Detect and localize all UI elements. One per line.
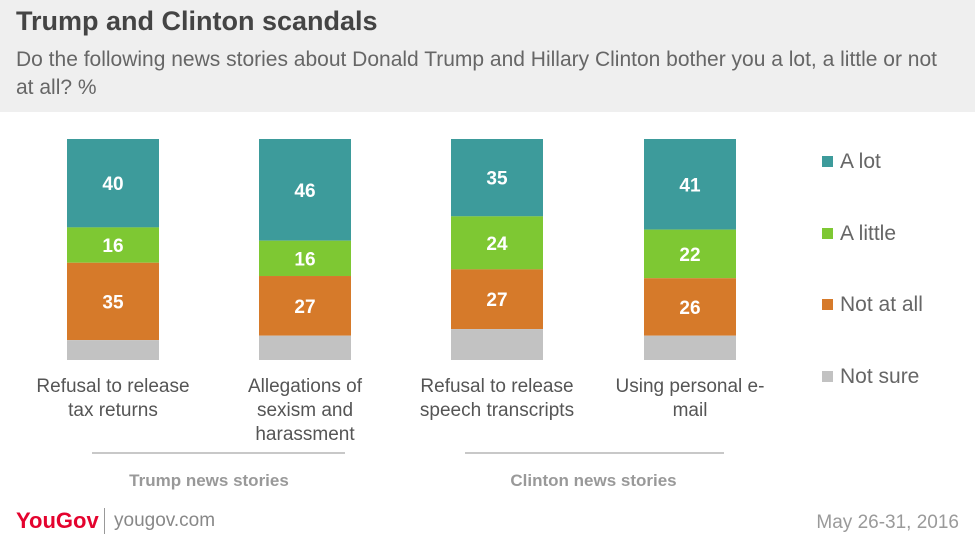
- bar-segment: [259, 335, 351, 360]
- bar-value-label: 16: [102, 236, 123, 257]
- bar-segment: [644, 278, 736, 336]
- category-label: sexism and: [257, 400, 353, 421]
- legend-swatch: [822, 371, 833, 382]
- footer-separator: [104, 508, 105, 534]
- legend-swatch: [822, 156, 833, 167]
- legend-label: Not sure: [840, 365, 919, 388]
- bar-value-label: 24: [486, 234, 508, 255]
- bar-value-label: 46: [294, 181, 315, 202]
- stacked-bar-chart: 40 16 35 Refusal to release tax returns 46 16 2…: [36, 139, 923, 490]
- category-label: Refusal to release: [420, 376, 573, 397]
- category-label: Allegations of: [248, 376, 363, 397]
- bar-segment: [451, 269, 543, 330]
- bar-segment: [644, 335, 736, 360]
- group-label: Clinton news stories: [510, 471, 676, 490]
- bar-segment: [67, 139, 159, 228]
- footer-site: yougov.com: [114, 510, 216, 531]
- bar-segment: [259, 240, 351, 277]
- legend-swatch: [822, 228, 833, 239]
- bar-value-label: 27: [294, 297, 315, 318]
- category-label: mail: [673, 400, 708, 421]
- bar-segment: [259, 276, 351, 336]
- header-band: Trump and Clinton scandals Do the follow…: [0, 0, 975, 112]
- bar-segment: [67, 227, 159, 263]
- category-label: speech transcripts: [420, 400, 574, 421]
- bar-segment: [644, 229, 736, 279]
- bar-segment: [451, 329, 543, 360]
- bar-value-label: 16: [294, 249, 315, 270]
- legend-swatch: [822, 299, 833, 310]
- category-label: tax returns: [68, 400, 158, 421]
- category-label: harassment: [255, 424, 355, 445]
- chart-title: Trump and Clinton scandals: [16, 6, 378, 36]
- bar-segment: [451, 139, 543, 217]
- bar-value-label: 22: [679, 245, 700, 266]
- bar-segment: [67, 340, 159, 360]
- bar-segment: [644, 139, 736, 230]
- group-label: Trump news stories: [129, 471, 289, 490]
- footer-date: May 26-31, 2016: [816, 512, 959, 533]
- bar-value-label: 27: [486, 290, 507, 311]
- bar-segment: [67, 262, 159, 341]
- legend-label: A little: [840, 222, 896, 245]
- category-label: Refusal to release: [36, 376, 189, 397]
- bar-value-label: 26: [679, 298, 700, 319]
- legend-label: A lot: [840, 150, 881, 173]
- yougov-logo: YouGov: [16, 508, 99, 533]
- bar-segment: [259, 139, 351, 241]
- bar-value-label: 35: [102, 292, 124, 313]
- bar-segment: [451, 216, 543, 270]
- bar-value-label: 40: [102, 174, 123, 195]
- bar-value-label: 35: [486, 169, 508, 190]
- chart-subtitle: Do the following news stories about Dona…: [16, 48, 937, 99]
- category-label: Using personal e-: [616, 376, 765, 397]
- legend-label: Not at all: [840, 293, 923, 316]
- bar-value-label: 41: [679, 175, 701, 196]
